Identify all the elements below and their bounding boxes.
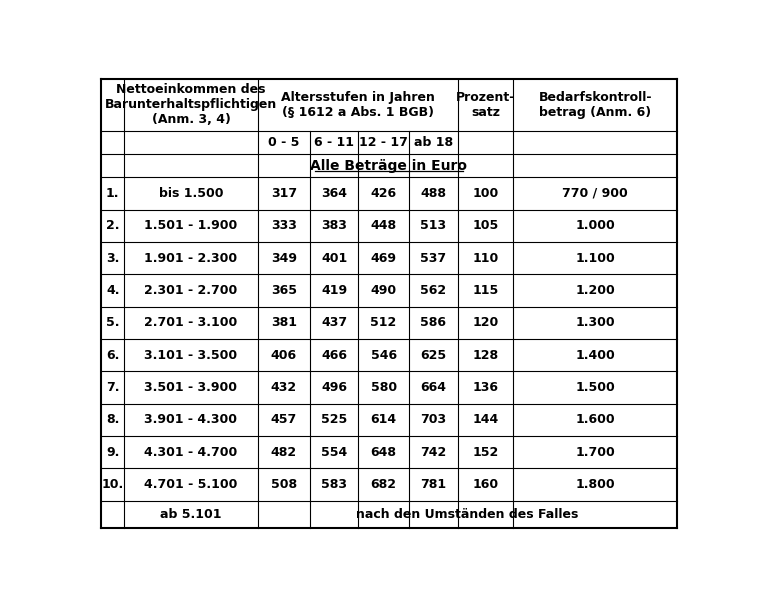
Text: 703: 703 (420, 413, 446, 427)
Text: 586: 586 (420, 316, 446, 329)
Text: 466: 466 (321, 348, 348, 362)
Text: 105: 105 (472, 220, 499, 232)
Text: 3.: 3. (106, 252, 119, 264)
Text: 120: 120 (472, 316, 499, 329)
Text: ab 5.101: ab 5.101 (160, 508, 222, 521)
Text: 1.400: 1.400 (575, 348, 615, 362)
Text: 648: 648 (370, 446, 396, 459)
Text: 1.901 - 2.300: 1.901 - 2.300 (144, 252, 238, 264)
Text: 115: 115 (472, 284, 499, 297)
Text: 437: 437 (321, 316, 348, 329)
Text: 1.500: 1.500 (575, 381, 615, 394)
Text: 1.700: 1.700 (575, 446, 615, 459)
Text: 144: 144 (472, 413, 499, 427)
Text: 2.701 - 3.100: 2.701 - 3.100 (144, 316, 238, 329)
Text: 136: 136 (472, 381, 499, 394)
Text: 583: 583 (321, 478, 348, 491)
Text: 513: 513 (420, 220, 446, 232)
Text: Alle Beträge in Euro: Alle Beträge in Euro (310, 159, 468, 173)
Text: 1.300: 1.300 (575, 316, 615, 329)
Text: 554: 554 (321, 446, 348, 459)
Text: Altersstufen in Jahren
(§ 1612 a Abs. 1 BGB): Altersstufen in Jahren (§ 1612 a Abs. 1 … (281, 91, 435, 119)
Text: 349: 349 (271, 252, 297, 264)
Text: 1.100: 1.100 (575, 252, 615, 264)
Text: 448: 448 (370, 220, 397, 232)
Text: 770 / 900: 770 / 900 (562, 187, 628, 200)
Text: ab 18: ab 18 (414, 136, 452, 149)
Text: 2.: 2. (106, 220, 119, 232)
Text: 426: 426 (370, 187, 397, 200)
Text: 2.301 - 2.700: 2.301 - 2.700 (144, 284, 238, 297)
Text: 381: 381 (271, 316, 297, 329)
Text: 580: 580 (370, 381, 397, 394)
Text: 614: 614 (370, 413, 397, 427)
Text: 1.600: 1.600 (575, 413, 615, 427)
Text: 562: 562 (420, 284, 446, 297)
Text: 152: 152 (472, 446, 499, 459)
Text: 457: 457 (271, 413, 297, 427)
Text: 406: 406 (271, 348, 297, 362)
Text: 546: 546 (370, 348, 397, 362)
Text: 3.901 - 4.300: 3.901 - 4.300 (144, 413, 238, 427)
Text: 781: 781 (420, 478, 446, 491)
Text: nach den Umständen des Falles: nach den Umständen des Falles (356, 508, 578, 521)
Text: 432: 432 (271, 381, 297, 394)
Text: 317: 317 (271, 187, 297, 200)
Text: 1.: 1. (106, 187, 119, 200)
Text: 5.: 5. (106, 316, 119, 329)
Text: 1.200: 1.200 (575, 284, 615, 297)
Text: 508: 508 (271, 478, 297, 491)
Text: 12 - 17: 12 - 17 (359, 136, 408, 149)
Text: 100: 100 (472, 187, 499, 200)
Text: 365: 365 (271, 284, 297, 297)
Text: 6.: 6. (106, 348, 119, 362)
Text: 4.301 - 4.700: 4.301 - 4.700 (144, 446, 238, 459)
Text: 1.000: 1.000 (575, 220, 615, 232)
Text: 364: 364 (321, 187, 348, 200)
Text: 512: 512 (370, 316, 397, 329)
Text: 682: 682 (370, 478, 396, 491)
Text: Bedarfskontroll-
betrag (Anm. 6): Bedarfskontroll- betrag (Anm. 6) (538, 91, 652, 119)
Text: 3.101 - 3.500: 3.101 - 3.500 (144, 348, 238, 362)
Text: 419: 419 (321, 284, 348, 297)
Text: 742: 742 (420, 446, 446, 459)
Text: 4.: 4. (106, 284, 119, 297)
Text: 383: 383 (321, 220, 348, 232)
Text: 3.501 - 3.900: 3.501 - 3.900 (144, 381, 238, 394)
Text: 128: 128 (472, 348, 499, 362)
Text: 469: 469 (370, 252, 396, 264)
Text: bis 1.500: bis 1.500 (159, 187, 223, 200)
Text: 496: 496 (321, 381, 348, 394)
Text: 401: 401 (321, 252, 348, 264)
Text: 10.: 10. (102, 478, 124, 491)
Text: 490: 490 (370, 284, 397, 297)
Text: 9.: 9. (106, 446, 119, 459)
Text: 537: 537 (420, 252, 446, 264)
Text: 6 - 11: 6 - 11 (314, 136, 354, 149)
Text: 160: 160 (472, 478, 499, 491)
Text: 625: 625 (420, 348, 446, 362)
Text: 333: 333 (271, 220, 297, 232)
Text: 664: 664 (420, 381, 446, 394)
Text: Nettoeinkommen des
Barunterhaltspflichtigen
(Anm. 3, 4): Nettoeinkommen des Barunterhaltspflichti… (105, 83, 277, 126)
Text: 1.501 - 1.900: 1.501 - 1.900 (144, 220, 238, 232)
Text: 0 - 5: 0 - 5 (268, 136, 300, 149)
Text: 488: 488 (420, 187, 446, 200)
Text: 525: 525 (321, 413, 348, 427)
Text: 482: 482 (271, 446, 297, 459)
Text: 8.: 8. (106, 413, 119, 427)
Text: 7.: 7. (106, 381, 119, 394)
Text: Prozent-
satz: Prozent- satz (456, 91, 515, 119)
Text: 4.701 - 5.100: 4.701 - 5.100 (144, 478, 238, 491)
Text: 110: 110 (472, 252, 499, 264)
Text: 1.800: 1.800 (575, 478, 615, 491)
